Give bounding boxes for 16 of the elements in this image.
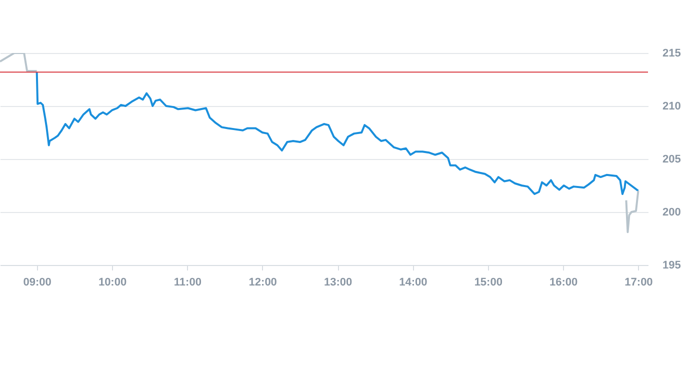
line-series	[625, 190, 640, 234]
x-tick-label: 10:00	[98, 276, 127, 288]
line-series	[36, 71, 640, 195]
y-tick-label: 215	[662, 48, 681, 60]
y-tick-label: 210	[662, 100, 681, 112]
x-tick-label: 14:00	[399, 276, 428, 288]
y-tick-label: 195	[662, 260, 681, 272]
x-tick-label: 11:00	[174, 276, 202, 288]
y-tick-label: 205	[662, 154, 681, 166]
x-tick-label: 09:00	[23, 276, 52, 288]
x-tick-label: 12:00	[248, 276, 277, 288]
y-tick-label: 200	[662, 206, 681, 218]
x-tick-label: 15:00	[474, 276, 502, 288]
x-tick-label: 17:00	[624, 276, 653, 288]
x-tick-label: 16:00	[549, 276, 578, 288]
x-tick-label: 13:00	[324, 276, 352, 288]
